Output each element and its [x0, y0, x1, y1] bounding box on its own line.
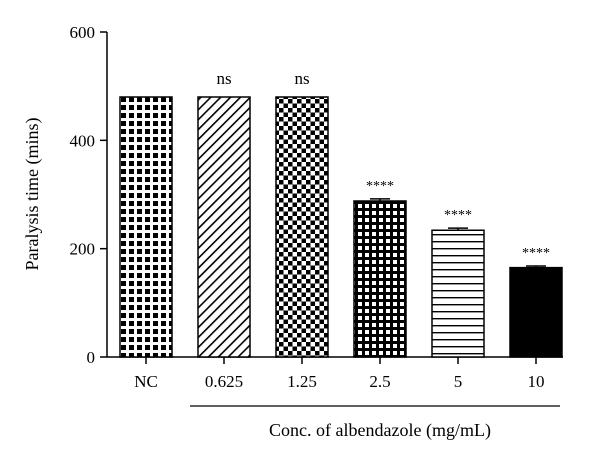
y-ticks: 0 200 400 600	[70, 23, 107, 367]
significance-label-10: ****	[522, 246, 550, 261]
x-tick-label: 1.25	[287, 372, 317, 391]
x-ticks: NC 0.625 1.25 2.5 5 10	[134, 357, 545, 391]
error-bar-5	[448, 227, 468, 231]
significance-label-2.5: ****	[366, 179, 394, 194]
x-tick-label: 0.625	[205, 372, 243, 391]
bar-2.5	[353, 200, 407, 358]
x-tick-label: 5	[454, 372, 463, 391]
y-tick-label: 200	[70, 240, 96, 259]
bar-NC	[119, 96, 173, 358]
y-tick-label: 0	[87, 348, 96, 367]
bar-0.625	[197, 96, 251, 358]
error-bar-10	[526, 265, 546, 268]
y-axis-title: Paralysis time (mins)	[22, 118, 43, 271]
error-bar-2.5	[370, 198, 390, 201]
x-tick-label: 2.5	[369, 372, 390, 391]
bar-1.25	[275, 96, 329, 358]
y-tick-label: 400	[70, 131, 96, 150]
significance-label-0.625: ns	[216, 69, 231, 88]
x-axis-title: Conc. of albendazole (mg/mL)	[269, 420, 491, 441]
y-tick-label: 600	[70, 23, 96, 42]
bars: ns ns **** **** ****	[119, 69, 563, 358]
significance-label-1.25: ns	[294, 69, 309, 88]
x-tick-label: 10	[528, 372, 545, 391]
bar-5	[431, 229, 485, 358]
significance-label-5: ****	[444, 208, 472, 223]
x-tick-label: NC	[134, 372, 158, 391]
bar-10	[509, 266, 563, 358]
